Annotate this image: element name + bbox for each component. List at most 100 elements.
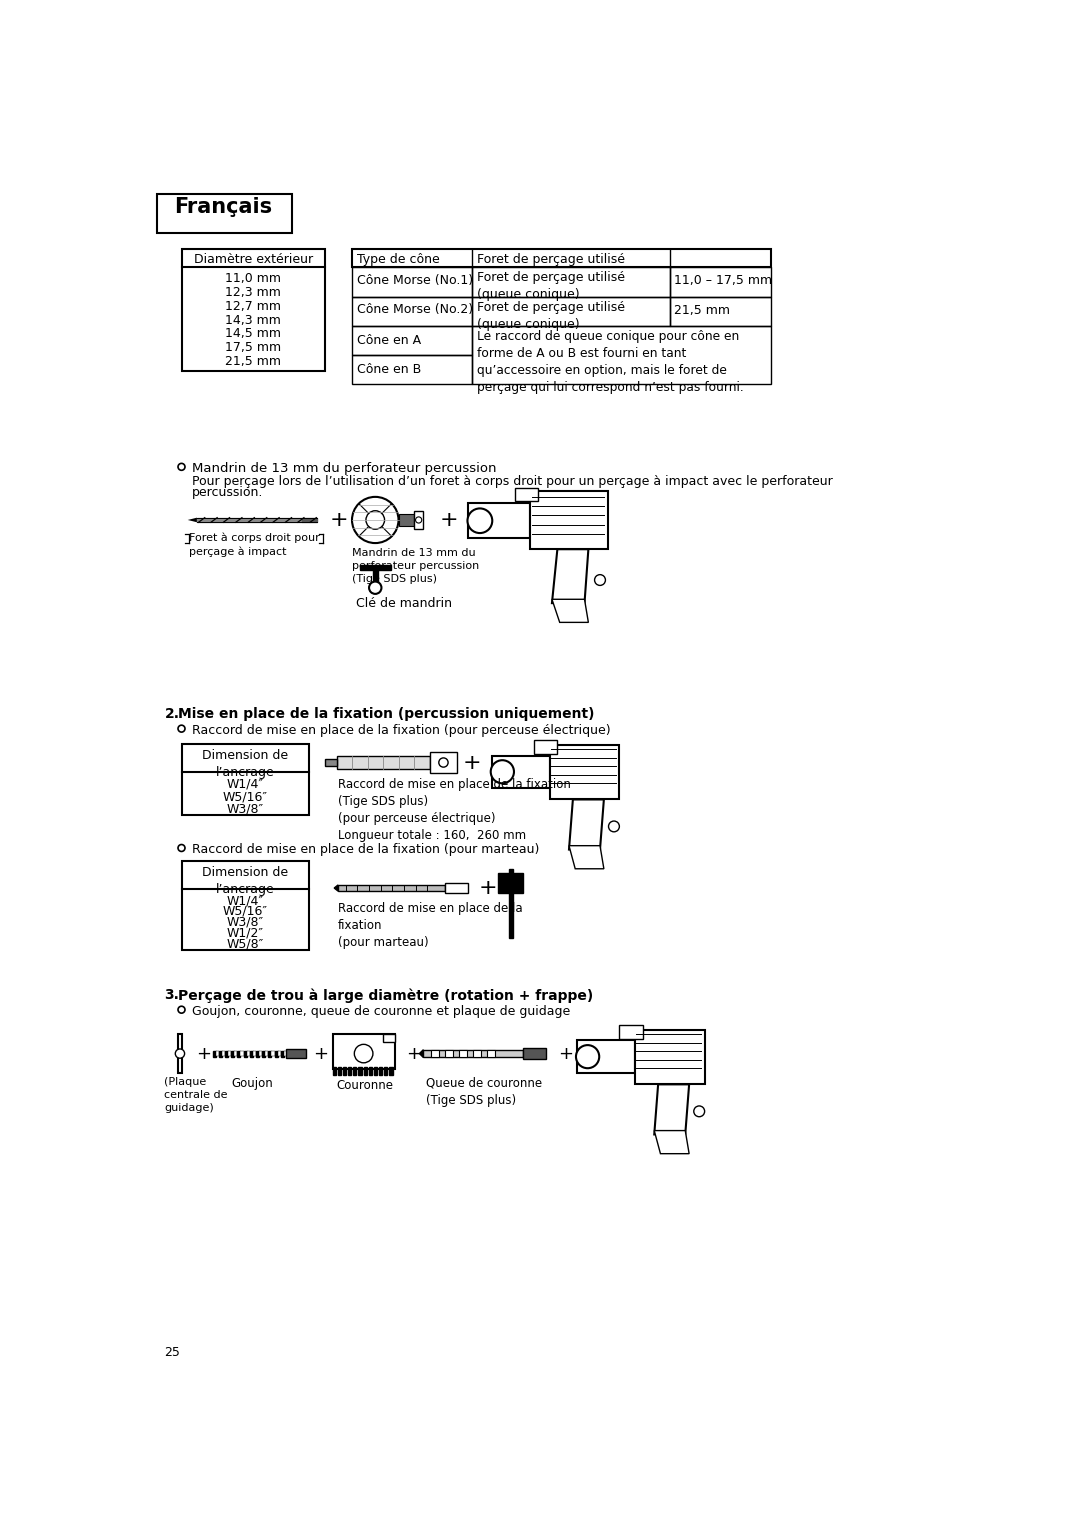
Text: 21,5 mm: 21,5 mm (674, 304, 730, 318)
Polygon shape (364, 1067, 367, 1075)
Text: W1/4″: W1/4″ (227, 894, 264, 907)
Text: 17,5 mm: 17,5 mm (225, 341, 281, 355)
Circle shape (369, 581, 381, 593)
Text: Type de cône: Type de cône (356, 252, 440, 266)
Bar (352, 355, 472, 384)
Polygon shape (266, 1052, 268, 1057)
Bar (472, 326, 770, 384)
Polygon shape (338, 1067, 341, 1075)
Bar (181, 861, 309, 951)
Text: 11,0 mm: 11,0 mm (226, 272, 281, 284)
Circle shape (352, 497, 399, 543)
Polygon shape (241, 1052, 243, 1057)
Text: W3/8″: W3/8″ (227, 803, 264, 815)
Polygon shape (334, 885, 338, 891)
Polygon shape (262, 1050, 266, 1057)
Text: +: + (313, 1044, 328, 1063)
Text: Cône en A: Cône en A (356, 333, 421, 347)
Circle shape (416, 517, 422, 523)
Polygon shape (384, 1067, 388, 1075)
Text: Cône Morse (No.1): Cône Morse (No.1) (356, 274, 473, 286)
Text: (Plaque
centrale de
guidage): (Plaque centrale de guidage) (164, 1076, 228, 1113)
Text: Dimension de
l’ancrage: Dimension de l’ancrage (202, 865, 288, 896)
Circle shape (354, 1044, 373, 1063)
Polygon shape (550, 745, 619, 800)
Circle shape (178, 463, 185, 471)
Text: Foret de perçage utilisé
(queue conique): Foret de perçage utilisé (queue conique) (476, 301, 624, 330)
Text: 2.: 2. (164, 706, 179, 722)
Polygon shape (399, 514, 414, 526)
Text: 25: 25 (164, 1346, 180, 1359)
Polygon shape (353, 1067, 356, 1075)
Polygon shape (509, 868, 513, 939)
Text: +: + (478, 878, 497, 898)
Polygon shape (325, 758, 337, 766)
Polygon shape (231, 1050, 234, 1057)
Polygon shape (348, 1067, 351, 1075)
Bar (352, 326, 472, 355)
Text: Raccord de mise en place de la fixation
(Tige SDS plus)
(pour perceuse électriqu: Raccord de mise en place de la fixation … (338, 778, 571, 842)
Text: W1/2″: W1/2″ (227, 927, 264, 939)
Polygon shape (459, 1050, 467, 1058)
Text: Queue de couronne
(Tige SDS plus): Queue de couronne (Tige SDS plus) (426, 1076, 542, 1107)
Text: 12,7 mm: 12,7 mm (226, 300, 281, 313)
Polygon shape (338, 885, 445, 891)
Polygon shape (535, 740, 557, 754)
Polygon shape (390, 1067, 392, 1075)
Polygon shape (419, 1050, 423, 1058)
Text: 11,0 – 17,5 mm: 11,0 – 17,5 mm (674, 274, 772, 286)
Polygon shape (243, 1050, 246, 1057)
Polygon shape (654, 1084, 689, 1135)
Bar (157, 194, 293, 232)
Text: Le raccord de queue conique pour cône en
forme de A ou B est fourni en tant
qu’a: Le raccord de queue conique pour cône en… (476, 330, 743, 394)
Polygon shape (293, 1050, 296, 1057)
Text: +: + (195, 1044, 211, 1063)
Text: 12,3 mm: 12,3 mm (226, 286, 281, 298)
Circle shape (576, 1046, 599, 1069)
Text: W5/16″: W5/16″ (222, 905, 268, 917)
Bar (352, 249, 770, 268)
Polygon shape (423, 1050, 523, 1058)
Text: +: + (329, 511, 348, 531)
Polygon shape (281, 1050, 284, 1057)
Polygon shape (569, 800, 604, 850)
Circle shape (175, 1049, 185, 1058)
Text: W1/4″: W1/4″ (227, 778, 264, 790)
Polygon shape (197, 518, 301, 523)
Bar (670, 297, 770, 326)
Polygon shape (278, 1052, 281, 1057)
Polygon shape (333, 1067, 336, 1075)
Text: +: + (406, 1044, 421, 1063)
Polygon shape (487, 1050, 495, 1058)
Polygon shape (259, 1052, 262, 1057)
Polygon shape (577, 1041, 635, 1073)
Bar (352, 268, 472, 297)
Text: Mandrin de 13 mm du
perforateur percussion
(Tige SDS plus): Mandrin de 13 mm du perforateur percussi… (352, 547, 480, 584)
Circle shape (366, 511, 384, 529)
Text: Raccord de mise en place de la fixation (pour marteau): Raccord de mise en place de la fixation … (192, 844, 540, 856)
Text: 14,3 mm: 14,3 mm (226, 313, 281, 327)
Polygon shape (360, 566, 391, 570)
Polygon shape (445, 1050, 453, 1058)
Polygon shape (469, 503, 530, 538)
Text: Raccord de mise en place de la fixation (pour perceuse électrique): Raccord de mise en place de la fixation … (192, 725, 611, 737)
Bar (670, 268, 770, 297)
Text: 3.: 3. (164, 988, 179, 1001)
Polygon shape (301, 518, 318, 521)
Bar (181, 745, 309, 815)
Polygon shape (523, 1049, 545, 1060)
Circle shape (438, 758, 448, 768)
Polygon shape (515, 488, 538, 502)
Text: W3/8″: W3/8″ (227, 916, 264, 928)
Circle shape (490, 760, 514, 783)
Polygon shape (552, 549, 589, 602)
Polygon shape (374, 1067, 377, 1075)
Text: Couronne: Couronne (337, 1079, 393, 1092)
Circle shape (595, 575, 606, 586)
Polygon shape (256, 1050, 259, 1057)
Polygon shape (379, 1067, 382, 1075)
Circle shape (178, 725, 185, 732)
Bar (352, 297, 472, 326)
Polygon shape (225, 1050, 228, 1057)
Polygon shape (359, 1067, 362, 1075)
